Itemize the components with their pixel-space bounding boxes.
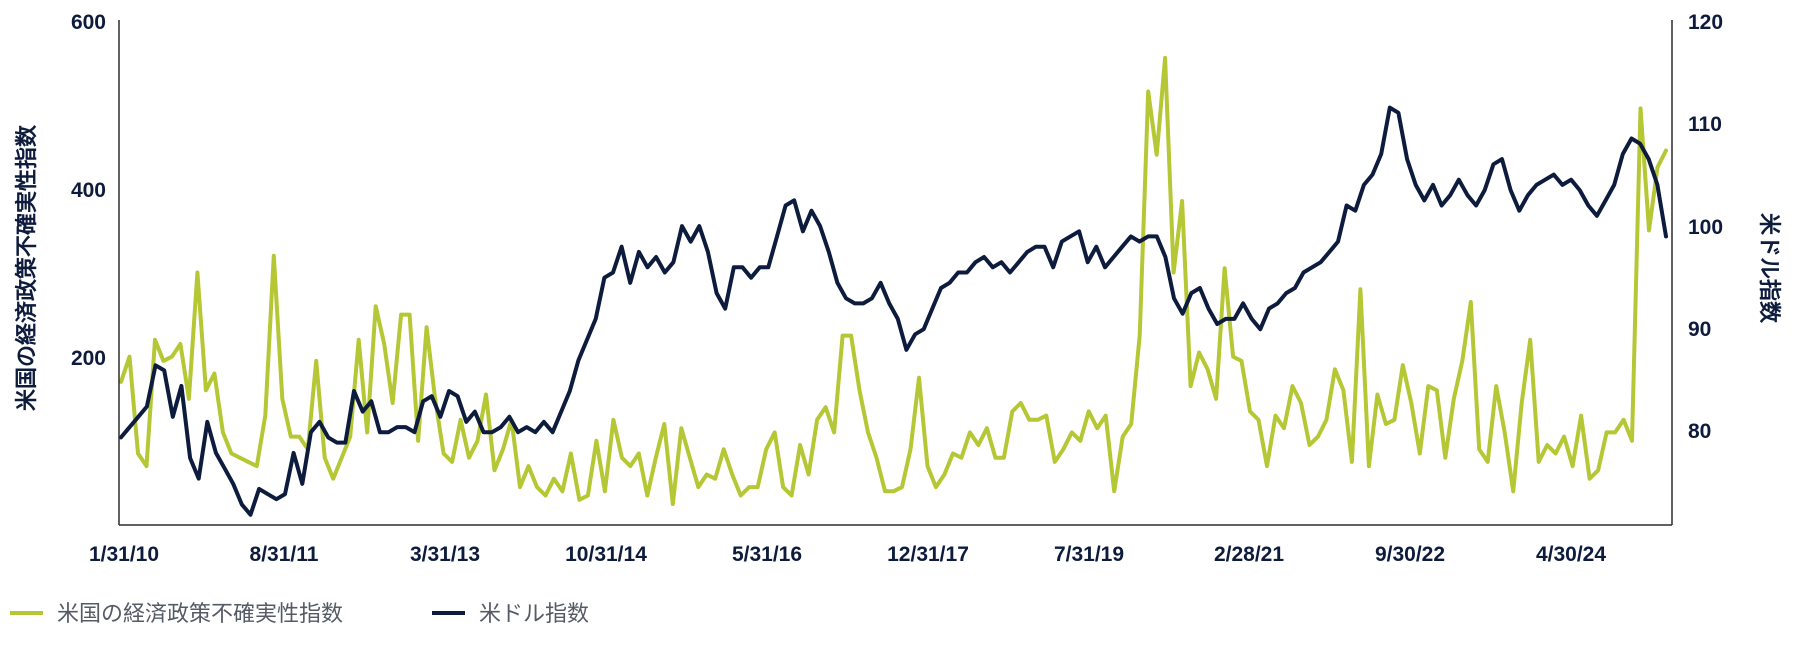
x-tick-label: 9/30/22 — [1375, 543, 1445, 566]
right-tick-label: 120 — [1688, 11, 1723, 34]
left-axis-title: 米国の経済政策不確実性指数 — [14, 124, 40, 411]
series-line-dxy — [119, 105, 1668, 517]
plot-series — [119, 55, 1668, 517]
x-tick-label: 5/31/16 — [732, 543, 802, 566]
right-axis-title: 米ドル指数 — [1756, 213, 1782, 324]
x-tick-label: 7/31/19 — [1054, 543, 1124, 566]
legend: 米国の経済政策不確実性指数 米ドル指数 — [10, 602, 589, 627]
right-axis-ticks: 120 110 100 90 80 — [1688, 11, 1723, 443]
x-tick-label: 12/31/17 — [887, 543, 969, 566]
x-tick-label: 3/31/13 — [410, 543, 480, 566]
axes — [118, 20, 1673, 526]
left-tick-label: 600 — [71, 11, 106, 34]
x-axis-ticks: 1/31/10 8/31/11 3/31/13 10/31/14 5/31/16… — [89, 543, 1606, 566]
left-tick-label: 200 — [71, 347, 106, 370]
x-tick-label: 1/31/10 — [89, 543, 159, 566]
legend-label-dxy: 米ドル指数 — [479, 602, 589, 627]
right-tick-label: 80 — [1688, 420, 1711, 443]
x-tick-label: 2/28/21 — [1214, 543, 1284, 566]
series-line-epu — [119, 55, 1668, 506]
legend-label-epu: 米国の経済政策不確実性指数 — [57, 602, 343, 627]
x-tick-label: 10/31/14 — [565, 543, 647, 566]
right-tick-label: 110 — [1688, 113, 1722, 136]
right-tick-label: 90 — [1688, 318, 1711, 341]
left-axis-ticks: 600 400 200 — [71, 11, 106, 370]
x-tick-label: 8/31/11 — [250, 543, 319, 566]
left-tick-label: 400 — [71, 179, 106, 202]
x-tick-label: 4/30/24 — [1536, 543, 1606, 566]
right-tick-label: 100 — [1688, 216, 1723, 239]
